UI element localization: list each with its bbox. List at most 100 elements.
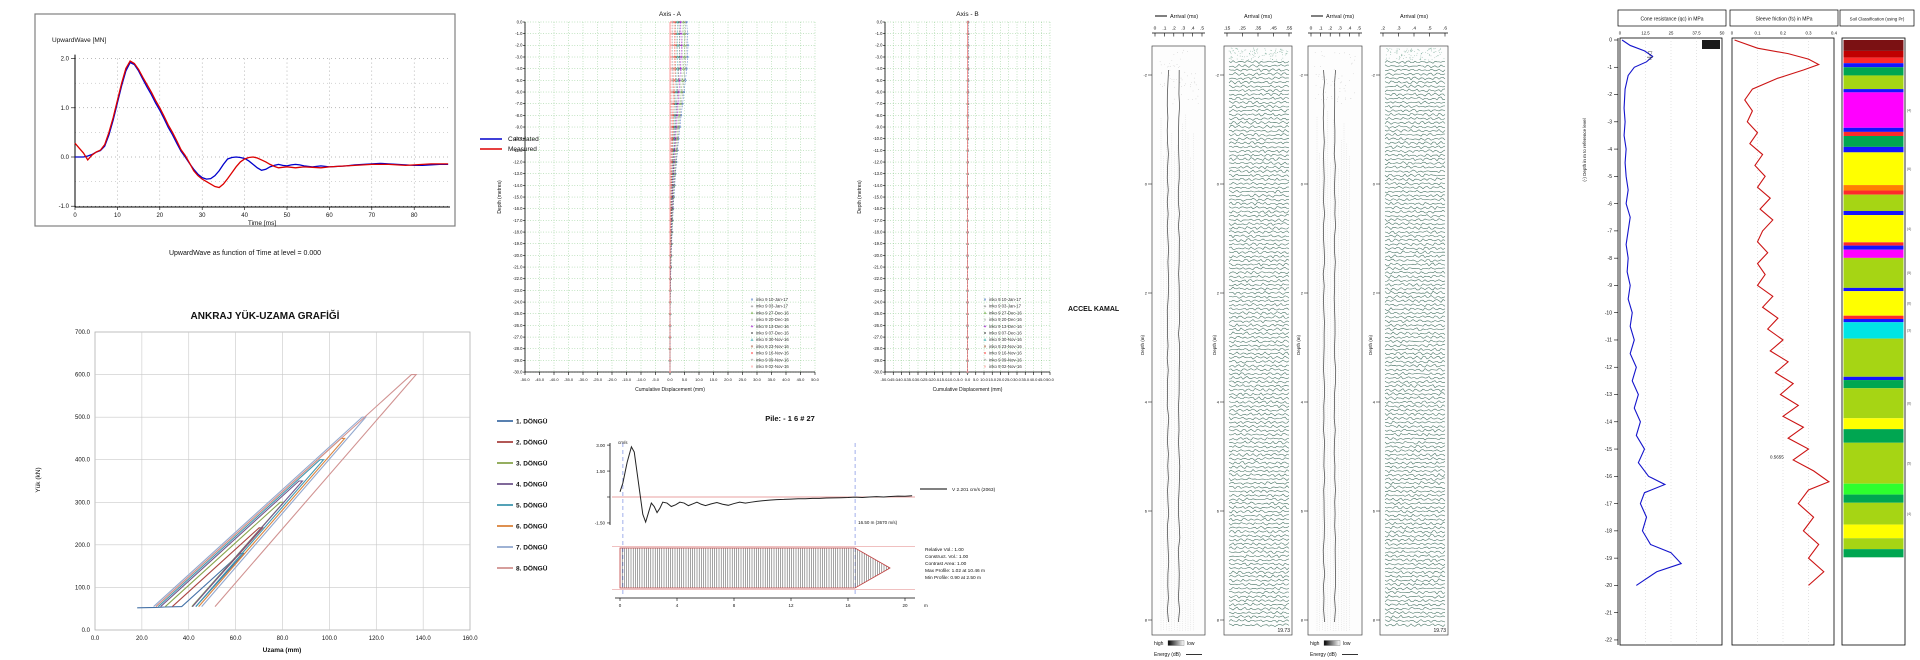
csl-energy-high-label: high [1154,641,1164,647]
incl-x-tick: -50.0 [880,377,890,382]
csl-arrival-tick: .45 [1270,26,1277,32]
csl-depth-tick: -2 [1143,73,1147,78]
incl-x-tick: 10.0 [980,377,989,382]
incl-legend-label: inko 9 13-Dec-16 [756,324,789,329]
uw-y-tick: -1.0 [59,204,70,210]
incl-depth-tick: -4.0 [875,66,883,71]
pit-info-line: Construct. Vol.: 1.00 [925,554,969,560]
incl-legend-label: inko 9 23-Nov-16 [756,344,789,349]
incl-depth-tick: -29.0 [873,358,883,363]
soil-band [1843,380,1904,389]
soil-band [1843,89,1904,93]
incl-depth-tick: -5.0 [875,78,883,83]
uw-x-tick: 70 [368,213,375,219]
incl-x-tick: 20.0 [997,377,1006,382]
fs-tick: 0.2 [1780,31,1787,36]
incl-depth-tick: -9.0 [875,124,883,129]
incl-depth-tick: -20.0 [513,253,523,258]
csl-header: Arrival (ms) [1244,14,1272,20]
incl-x-tick: 45.0 [797,377,806,382]
pit-x-tick: 0 [619,603,622,608]
incl-depth-tick: -7.0 [875,101,883,106]
qc-tick: 37.5 [1692,31,1701,36]
soil-band-label: (6) [1907,401,1911,405]
incl-legend-label: inko 9 07-Dec-16 [989,331,1022,336]
incl-x-tick: 50.0 [811,377,820,382]
ankraj-x-tick: 20.0 [136,636,148,642]
uw-x-tick: 40 [241,213,248,219]
csl-arrival-tick: .35 [1255,26,1262,32]
csl-arrival-tick: 0 [1154,26,1157,32]
csl-depth-tick: 4 [1373,400,1376,405]
incl-depth-tick: -6.0 [875,89,883,94]
pit-x-tick: 20 [902,603,908,608]
incl-depth-tick: -2.0 [515,43,523,48]
csl-depth-tick: -2 [1215,73,1219,78]
cpt-depth-tick: -22 [1605,638,1612,644]
csl-arrival-tick: .4 [1191,26,1195,32]
ankraj-legend-label: 4. DÖNGÜ [516,479,548,488]
csl-depth-tick: 4 [1145,400,1148,405]
incl-depth-tick: -20.0 [873,253,883,258]
csl-depth-tick: 8 [1301,618,1304,623]
csl-depth-tick: 0 [1145,182,1148,187]
pit-x-tick: 8 [733,603,736,608]
cpt-depth-tick: 0 [1609,38,1612,44]
ankraj-x-axis-label: Uzama (mm) [263,647,302,654]
incl-x-tick: -45.0 [535,377,545,382]
pit-y-tick: 1.50 [596,469,605,474]
ankraj-series [160,480,304,607]
incl-legend-label: inko 9 30-Nov-16 [756,337,789,342]
uw-y-axis-label: UpwardWave [MN] [52,37,106,44]
incl-depth-tick: -30.0 [513,370,523,375]
pile-profile-hatch [620,548,889,588]
incl-series [669,21,672,373]
soil-band [1843,524,1904,539]
csl-depth-tick: 8 [1373,618,1376,623]
soil-band [1843,376,1904,381]
cpt-depth-tick: -2 [1608,92,1613,98]
ankraj-legend-label: 1. DÖNGÜ [516,416,548,425]
incl-x-tick: -20.0 [930,377,940,382]
csl-arrival-tick: .6 [1443,26,1447,32]
soil-band-label: (6) [1907,167,1911,171]
incl-x-tick: -10.0 [636,377,646,382]
incl-x-tick: -30.0 [578,377,588,382]
incl-depth-tick: -19.0 [873,241,883,246]
incl-x-tick: -5.0 [652,377,660,382]
soil-band [1843,131,1904,136]
incl-depth-tick: -16.0 [513,206,523,211]
incl-depth-tick: -4.0 [515,66,523,71]
qc-corner-badge [1702,40,1720,49]
csl-arrival-tick: .1 [1319,26,1323,32]
ankraj-legend-label: 5. DÖNGÜ [516,500,548,509]
incl-x-tick: -25.0 [593,377,603,382]
csl-arrival-tick: 0 [1310,26,1313,32]
uw-x-tick: 60 [326,213,333,219]
fs-title: Sleeve friction (fs) in MPa [1756,17,1813,23]
incl-depth-tick: -21.0 [873,264,883,269]
ankraj-chart: ANKRAJ YÜK-UZAMA GRAFİĞİ 0.0 100.0 200.0 300… [35,309,548,654]
incl-depth-tick: -16.0 [873,206,883,211]
csl-arrival-tick: .5 [1427,26,1431,32]
ankraj-y-tick: 100.0 [75,585,91,591]
qc-tick: 50 [1720,31,1725,36]
cpt-depth-tick: -8 [1608,256,1613,262]
cpt-depth-tick: -12 [1605,365,1612,371]
pit-chart: Pile: - 1 6 # 27 3.00 1.50 -1.50 cm/s 16.50 m… [595,414,996,608]
pit-x-tick: 4 [676,603,679,608]
soil-band [1843,245,1904,250]
incl-depth-tick: -6.0 [515,89,523,94]
incl-legend-label: inko 9 03-Jan-17 [756,304,789,309]
incl-depth-tick: -22.0 [873,276,883,281]
incl-legend-label: inko 9 20-Dec-16 [989,317,1022,322]
uw-x-tick: 50 [284,213,291,219]
incl-depth-tick: -18.0 [513,229,523,234]
incl-legend-label: inko 9 13-Dec-16 [989,324,1022,329]
incl-depth-tick: -12.0 [513,159,523,164]
incl-x-axis-label: Cumulative Displacement (mm) [635,387,705,393]
csl-depth-tick: 2 [1217,291,1220,296]
soil-band [1843,249,1904,258]
incl-legend-label: inko 9 27-Dec-16 [756,310,789,315]
